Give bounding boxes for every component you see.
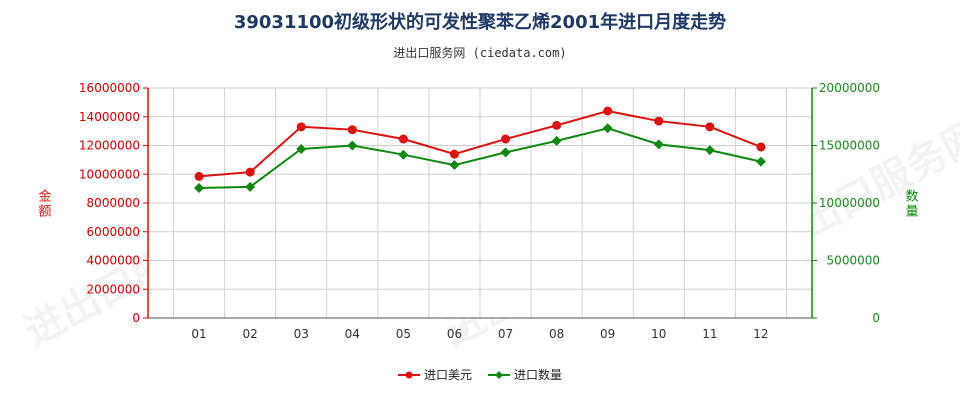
data-point-circle	[347, 125, 357, 135]
data-point-circle	[245, 167, 255, 177]
x-tick-label: 09	[600, 327, 615, 341]
y-right-tick-label: 5000000	[827, 254, 880, 268]
data-point-diamond	[653, 139, 664, 150]
x-tick-label: 02	[243, 327, 258, 341]
y-left-tick-label: 4000000	[87, 254, 140, 268]
data-point-diamond	[398, 149, 409, 160]
y-left-tick-label: 6000000	[87, 225, 140, 239]
data-point-circle	[449, 149, 459, 159]
data-point-circle	[603, 106, 613, 116]
data-point-circle	[552, 120, 562, 130]
x-tick-label: 12	[753, 327, 768, 341]
tick-labels: 0200000040000006000000800000010000000120…	[38, 81, 918, 341]
y-right-axis-title-char: 数	[905, 190, 918, 205]
x-tick-label: 11	[702, 327, 717, 341]
x-tick-label: 10	[651, 327, 666, 341]
x-tick-label: 04	[345, 327, 360, 341]
x-tick-label: 01	[191, 327, 206, 341]
data-point-diamond	[296, 143, 307, 154]
series-line	[198, 109, 762, 178]
x-tick-label: 06	[447, 327, 462, 341]
series-layer	[194, 106, 766, 194]
y-left-tick-label: 10000000	[79, 167, 140, 181]
legend-label: 进口数量	[514, 367, 562, 382]
data-point-diamond	[194, 183, 205, 194]
y-left-tick-label: 12000000	[79, 139, 140, 153]
y-right-tick-label: 10000000	[819, 196, 880, 210]
data-point-diamond	[602, 123, 613, 134]
y-left-tick-label: 8000000	[87, 196, 140, 210]
data-point-circle	[705, 122, 715, 132]
data-point-diamond	[704, 145, 715, 156]
y-left-tick-label: 2000000	[87, 282, 140, 296]
legend: 进口美元 进口数量	[398, 367, 562, 382]
data-point-circle	[398, 134, 408, 144]
data-point-circle	[194, 171, 204, 181]
y-left-axis-title-char: 金	[38, 189, 51, 205]
data-point-diamond	[755, 156, 766, 167]
x-tick-label: 07	[498, 327, 513, 341]
data-point-diamond	[245, 181, 256, 192]
legend-marker	[495, 371, 503, 379]
x-tick-label: 05	[396, 327, 411, 341]
data-point-circle	[654, 116, 664, 126]
y-left-tick-label: 14000000	[79, 110, 140, 124]
data-point-circle	[296, 122, 306, 132]
legend-marker	[405, 371, 413, 379]
data-point-diamond	[500, 147, 511, 158]
data-point-diamond	[551, 135, 562, 146]
y-left-axis-title: 金额	[38, 189, 51, 220]
chart-subtitle: 进出口服务网 (ciedata.com)	[393, 46, 567, 60]
y-left-axis-title-char: 额	[38, 205, 51, 220]
y-right-axis-title-char: 量	[905, 205, 918, 220]
y-left-tick-label: 16000000	[79, 81, 140, 95]
x-tick-label: 03	[294, 327, 309, 341]
y-right-tick-label: 0	[872, 311, 880, 325]
data-point-circle	[756, 142, 766, 152]
x-tick-label: 08	[549, 327, 564, 341]
y-right-tick-label: 20000000	[819, 81, 880, 95]
y-left-tick-label: 0	[132, 311, 140, 325]
series-line	[199, 127, 762, 190]
data-point-diamond	[347, 140, 358, 151]
y-right-tick-label: 15000000	[819, 139, 880, 153]
y-right-axis-title: 数量	[905, 190, 918, 220]
data-point-diamond	[449, 160, 460, 171]
data-point-circle	[501, 134, 511, 144]
chart-title: 39031100初级形状的可发性聚苯乙烯2001年进口月度走势	[233, 12, 727, 33]
legend-label: 进口美元	[424, 368, 472, 382]
